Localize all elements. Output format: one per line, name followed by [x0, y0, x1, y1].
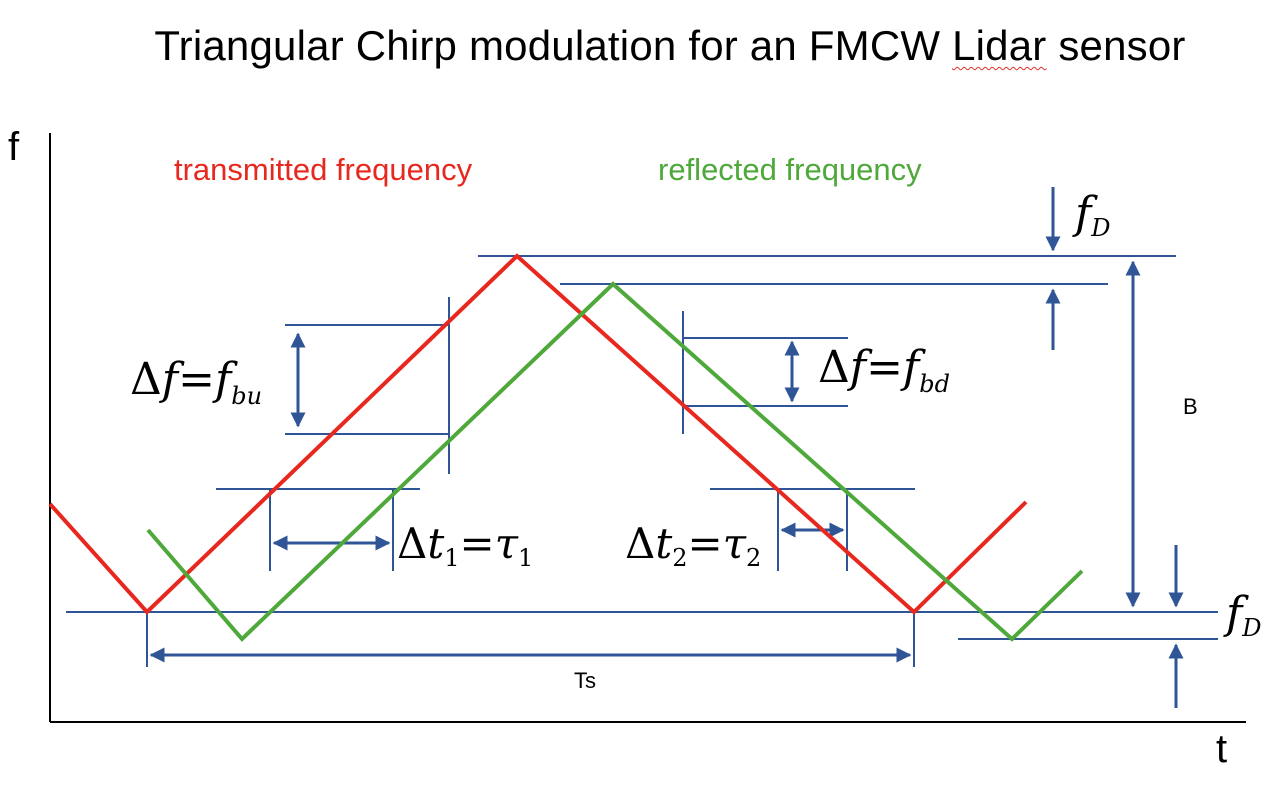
bandwidth-label: B: [1183, 394, 1198, 419]
y-axis-label: f: [8, 125, 20, 169]
transmitted-frequency-line: [48, 253, 1028, 615]
title-suffix: sensor: [1046, 22, 1186, 69]
title-prefix: Triangular Chirp modulation for an FMCW: [154, 22, 953, 69]
transmitted-legend: transmitted frequency: [174, 152, 473, 187]
delta-t2-label: Δt2=τ2: [625, 519, 761, 572]
period-label: Ts: [574, 668, 596, 693]
reflected-frequency-line: [146, 281, 1084, 642]
x-axis-label: t: [1216, 727, 1227, 771]
delta-t1-label: Δt1=τ1: [397, 519, 533, 572]
delta-f-down-label: Δf=fbd: [818, 342, 950, 398]
doppler-top-label: fD: [1072, 188, 1111, 242]
diagram-title: Triangular Chirp modulation for an FMCW …: [0, 22, 1284, 70]
doppler-bottom-label: fD: [1223, 588, 1262, 642]
delta-f-up-label: Δf=fbu: [130, 354, 262, 410]
title-underlined-word: Lidar: [952, 22, 1047, 69]
reflected-legend: reflected frequency: [658, 152, 922, 187]
